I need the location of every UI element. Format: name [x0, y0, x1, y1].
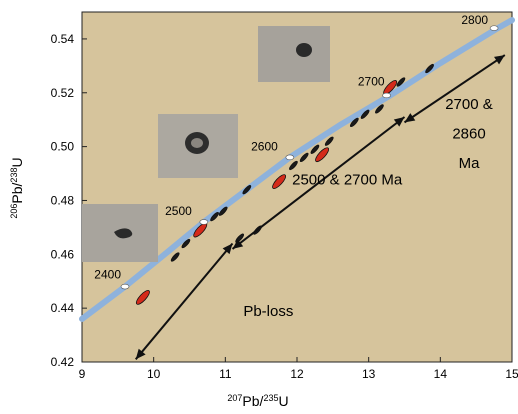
y-tick-label: 0.50: [51, 140, 75, 154]
age-2700-2860-arrow-head-start: [494, 55, 505, 65]
data-ellipses: [135, 63, 434, 305]
age-marker-2800: [489, 25, 499, 31]
x-tick-label: 13: [362, 367, 376, 381]
pb-loss-arrow-head-start: [222, 243, 233, 255]
annotation-text: Pb-loss: [243, 303, 293, 320]
age-2500-2700-arrow-head-end: [232, 239, 244, 249]
x-tick-label: 14: [434, 367, 448, 381]
age-marker-2500: [199, 219, 209, 225]
zircon-photos: [82, 26, 330, 262]
y-axis-title: 206Pb/238U: [9, 157, 25, 218]
annotation-text: 2500 & 2700 Ma: [292, 171, 403, 188]
age-2700-2860-arrow: [403, 54, 506, 124]
data-ellipse-black: [210, 211, 219, 222]
y-tick-label: 0.54: [51, 32, 75, 46]
age-label-2500: 2500: [165, 204, 192, 218]
y-tick-label: 0.46: [51, 247, 75, 261]
axis-ticks: 9 10 11 12 13 14 15 0.42 0.44 0.46 0.48 0.50 0.52 0.5…: [51, 32, 518, 381]
age-label-2400: 2400: [94, 268, 121, 282]
data-ellipse-black: [310, 144, 320, 154]
annotation-text: 2860: [452, 126, 485, 143]
x-axis-title: 207Pb/235U: [227, 393, 288, 409]
annotation-text: Ma: [459, 155, 480, 172]
data-ellipse-black: [299, 152, 309, 163]
data-ellipse-black: [289, 160, 298, 171]
x-tick-label: 9: [79, 367, 86, 381]
y-tick-label: 0.44: [51, 301, 75, 315]
age-2500-2700-arrow-head-start: [393, 117, 405, 127]
y-tick-label: 0.52: [51, 86, 75, 100]
age-label-2700: 2700: [358, 74, 385, 88]
zircon-photo-2500: [82, 204, 158, 262]
data-ellipse-black: [324, 136, 334, 146]
pb-loss-arrow: [134, 242, 234, 360]
data-ellipse-black: [360, 109, 370, 119]
age-label-2600: 2600: [251, 139, 278, 153]
data-ellipse-red: [272, 174, 287, 189]
data-ellipse-red: [315, 147, 330, 163]
data-ellipse-black: [218, 206, 228, 216]
data-ellipse-red: [135, 290, 150, 305]
age-2700-2860-arrow-head-end: [404, 113, 416, 123]
age-marker-2700: [382, 92, 391, 99]
y-tick-label: 0.48: [51, 193, 75, 207]
arrows: [134, 54, 506, 360]
data-ellipse-black: [425, 63, 434, 74]
annotations: Pb-loss 2500 & 2700 Ma 2700 & 2860 Ma: [243, 96, 492, 320]
zircon-photo-2600: [158, 114, 238, 178]
data-ellipse-black: [375, 104, 384, 114]
zircon-photo-2800: [258, 26, 330, 82]
annotation-text: 2700 &: [445, 96, 493, 113]
data-ellipse-black: [181, 238, 191, 249]
age-marker-2600: [285, 154, 295, 161]
age-marker-2400: [120, 283, 130, 290]
pb-loss-arrow-head-end: [135, 348, 146, 360]
x-tick-label: 10: [147, 367, 161, 381]
x-tick-label: 11: [219, 367, 232, 381]
data-ellipse-black: [170, 252, 180, 262]
data-ellipse-black: [396, 77, 406, 87]
age-markers: 2400 2500 2600 2700 2800: [94, 13, 499, 290]
age-2500-2700-arrow: [231, 116, 406, 250]
y-tick-label: 0.42: [51, 355, 75, 369]
x-tick-label: 15: [505, 367, 518, 381]
x-tick-label: 12: [290, 367, 304, 381]
data-ellipse-black: [242, 185, 252, 195]
data-ellipse-black: [349, 117, 359, 128]
age-label-2800: 2800: [461, 13, 488, 27]
